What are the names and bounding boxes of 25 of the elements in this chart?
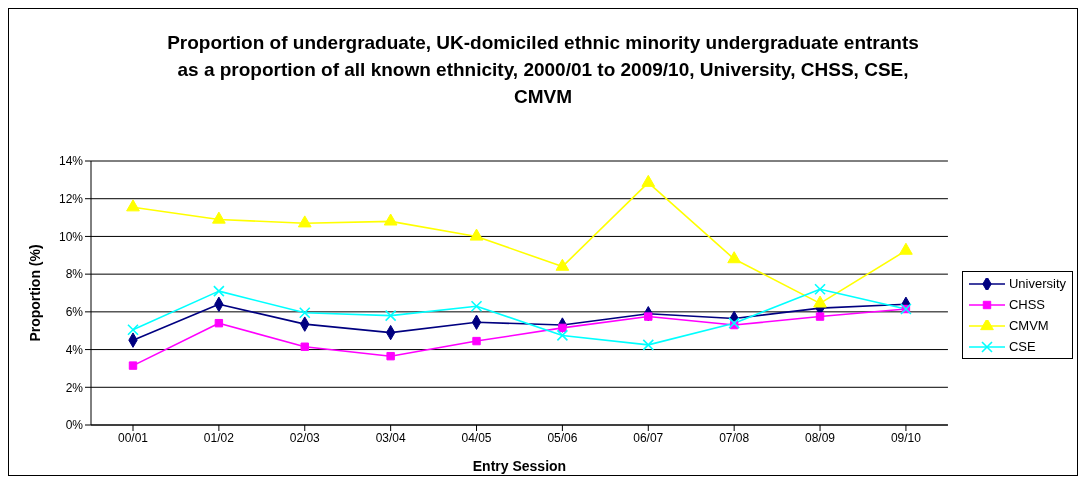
x-tick-label: 06/07 bbox=[633, 430, 664, 445]
y-tick-label: 8% bbox=[65, 267, 84, 282]
y-tick-label: 6% bbox=[65, 305, 84, 320]
x-tick-label: 05/06 bbox=[547, 430, 578, 445]
y-tick-label: 2% bbox=[65, 380, 84, 395]
y-tick-label: 4% bbox=[65, 342, 84, 357]
x-tick-label: 02/03 bbox=[289, 430, 321, 445]
x-axis-title: Entry Session bbox=[472, 458, 567, 474]
legend-label: CMVM bbox=[1008, 318, 1049, 333]
x-tick-label: 01/02 bbox=[203, 430, 235, 445]
y-axis-title: Proportion (%) bbox=[26, 244, 43, 342]
x-tick-label: 03/04 bbox=[375, 430, 406, 445]
chart-title: Proportion of undergraduate, UK-domiciled ethnic minority undergraduate entrants as a proportion of all known ethnicity, 2000/01 to 2009/10, University, CHSS, CSE, CMVM bbox=[166, 31, 920, 109]
legend-label: CSE bbox=[1008, 339, 1036, 354]
x-tick-label: 08/09 bbox=[805, 430, 836, 445]
x-tick-label: 09/10 bbox=[890, 430, 922, 445]
y-tick-label: 12% bbox=[58, 191, 84, 206]
x-tick-label: 04/05 bbox=[461, 430, 492, 445]
x-tick-label: 00/01 bbox=[117, 430, 149, 445]
legend-label: University bbox=[1008, 276, 1066, 291]
y-tick-label: 0% bbox=[65, 418, 84, 433]
legend-label: CHSS bbox=[1008, 297, 1046, 312]
y-tick-label: 10% bbox=[58, 229, 84, 244]
y-tick-label: 14% bbox=[58, 154, 84, 169]
x-tick-label: 07/08 bbox=[719, 430, 750, 445]
